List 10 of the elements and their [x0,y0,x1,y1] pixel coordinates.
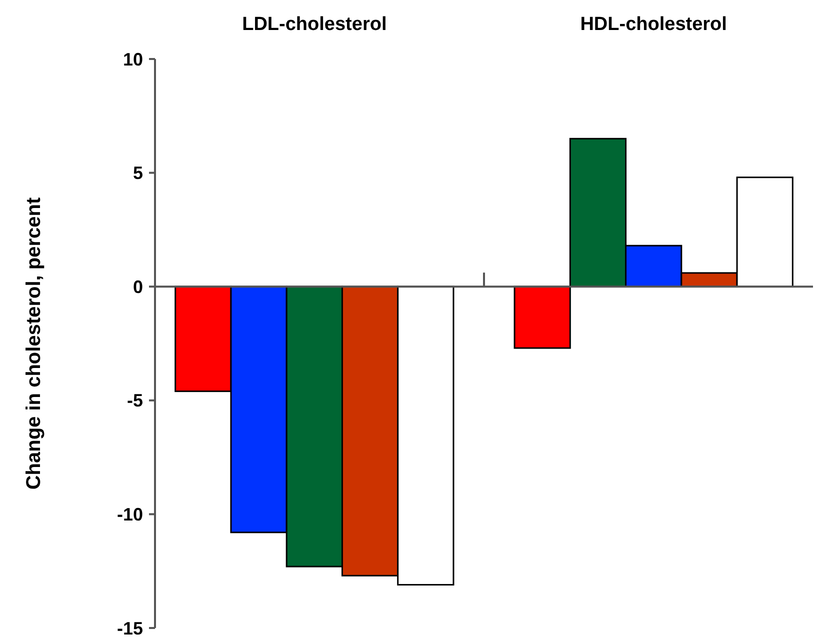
y-tick-label: 10 [122,49,143,70]
x-tick-label: HDL-cholesterol [580,14,727,35]
y-axis-title: Change in cholesterol, percent [23,197,45,490]
bar [514,286,571,349]
y-tick-label: -10 [116,504,143,524]
y-tick-label: -15 [116,618,143,638]
y-tick-label: 5 [132,163,143,184]
y-tick-label: -5 [126,390,143,411]
x-tick-label: LDL-cholesterol [242,14,387,35]
y-tick-label: 0 [132,276,143,297]
